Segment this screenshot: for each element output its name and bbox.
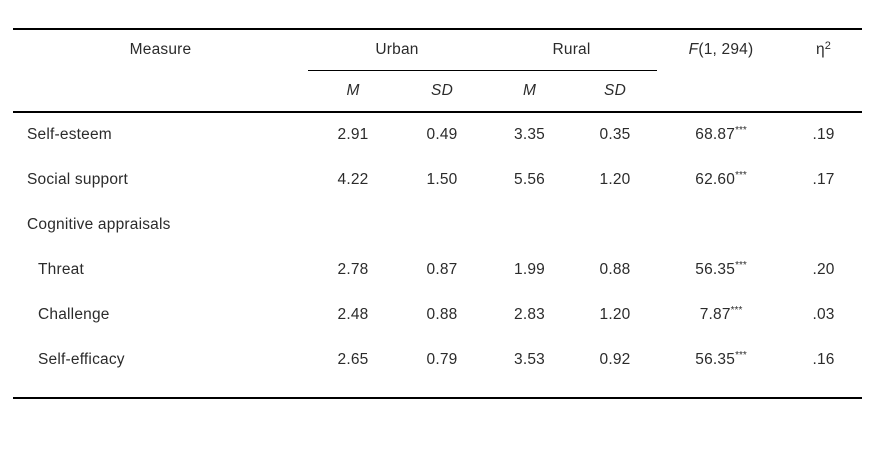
col-header-eta-squared: η2 [785, 29, 862, 70]
f-value: 62.60*** [657, 157, 785, 202]
f-number: 68.87 [695, 126, 736, 143]
rural-mean-value: 5.56 [514, 170, 545, 188]
eta-exponent: 2 [824, 40, 832, 52]
significance-stars: *** [735, 349, 747, 361]
col-header-rural: Rural [486, 29, 658, 71]
spacer-row [13, 382, 862, 398]
rural-sd-value: 1.20 [599, 170, 631, 188]
measure-label: Social support [27, 170, 129, 188]
urban-sd-value: 0.88 [426, 305, 458, 323]
urban-sd-value [398, 202, 486, 247]
col-header-f-statistic: F(1, 294) [657, 29, 785, 70]
eta-squared-value: .19 [812, 126, 835, 143]
urban-sd-value: 1.50 [426, 170, 458, 188]
f-value: 68.87*** [657, 112, 785, 157]
measure-label: Threat [38, 260, 84, 278]
urban-mean-value: 2.78 [337, 260, 369, 278]
f-number: 7.87 [699, 305, 731, 323]
rural-sd-value: 0.88 [599, 260, 631, 278]
rural-sd-value: 1.20 [599, 305, 631, 323]
urban-mean-value: 2.91 [337, 126, 369, 143]
table-row-challenge: Challenge 2.48 0.88 2.83 1.20 7.87*** .0… [13, 292, 862, 337]
table-row-self-esteem: Self-esteem 2.91 0.49 3.35 0.35 68.87***… [13, 112, 862, 157]
table-header: Measure Urban Rural F(1, 294) η2 M SD M … [13, 29, 863, 113]
subheader-empty-eta [785, 70, 863, 113]
f-df-args: (1, 294) [698, 41, 754, 58]
rural-sd-value: 0.92 [599, 350, 631, 368]
f-value: 56.35*** [657, 337, 785, 382]
subheader-empty-f [657, 70, 786, 113]
eta-symbol: η [815, 41, 825, 58]
subheader-rural-mean: M [486, 70, 573, 113]
f-value [657, 202, 785, 247]
urban-sd-value: 0.87 [426, 260, 458, 278]
rural-sd-value: 0.35 [599, 126, 631, 143]
measure-label: Self-esteem [27, 126, 112, 143]
eta-squared-value: .03 [812, 305, 835, 323]
header-group-row: Measure Urban Rural F(1, 294) η2 [13, 29, 862, 71]
table-row-threat: Threat 2.78 0.87 1.99 0.88 56.35*** .20 [13, 247, 862, 292]
spacer-cell [13, 382, 862, 398]
col-header-measure: Measure [129, 41, 192, 58]
rural-mean-value: 3.35 [514, 126, 545, 143]
f-number: 56.35 [695, 350, 736, 368]
eta-squared-value: .16 [812, 350, 835, 368]
rural-mean-value: 3.53 [514, 350, 545, 368]
f-symbol: F [688, 41, 699, 58]
f-number: 62.60 [695, 170, 736, 188]
urban-mean-value: 2.65 [337, 350, 369, 368]
eta-squared-value [785, 202, 862, 247]
urban-mean-value [308, 202, 398, 247]
subheader-empty-measure [13, 70, 308, 113]
urban-mean-value: 2.48 [337, 305, 369, 323]
f-value: 7.87*** [657, 292, 785, 337]
significance-stars: *** [735, 169, 747, 181]
rural-sd-value [573, 202, 657, 247]
rural-mean-value: 1.99 [514, 260, 545, 278]
measure-label: Self-efficacy [38, 350, 125, 368]
significance-stars: *** [735, 259, 747, 271]
measure-group-label: Cognitive appraisals [27, 215, 171, 233]
f-value: 56.35*** [657, 247, 785, 292]
subheader-urban-mean: M [308, 70, 398, 113]
table-row-cognitive-appraisals: Cognitive appraisals [13, 202, 862, 247]
table-row-self-efficacy: Self-efficacy 2.65 0.79 3.53 0.92 56.35*… [13, 337, 862, 382]
table-row-social-support: Social support 4.22 1.50 5.56 1.20 62.60… [13, 157, 862, 202]
urban-sd-value: 0.49 [426, 126, 458, 143]
f-number: 56.35 [695, 260, 736, 278]
eta-squared-value: .17 [812, 170, 835, 188]
significance-stars: *** [730, 304, 743, 316]
urban-sd-value: 0.79 [426, 350, 458, 368]
significance-stars: *** [735, 125, 747, 136]
urban-mean-value: 4.22 [337, 170, 369, 188]
rural-mean-value: 2.83 [514, 305, 545, 323]
measure-label: Challenge [38, 305, 110, 323]
anova-results-table: Measure Urban Rural F(1, 294) η2 M SD M … [13, 28, 863, 399]
subheader-rural-sd: SD [573, 70, 658, 113]
subheader-urban-sd: SD [398, 70, 486, 113]
table-body: Self-esteem 2.91 0.49 3.35 0.35 68.87***… [13, 112, 862, 398]
rural-mean-value [486, 202, 573, 247]
col-header-urban: Urban [308, 29, 486, 71]
eta-squared-value: .20 [812, 260, 835, 278]
header-sub-row: M SD M SD [13, 70, 863, 113]
